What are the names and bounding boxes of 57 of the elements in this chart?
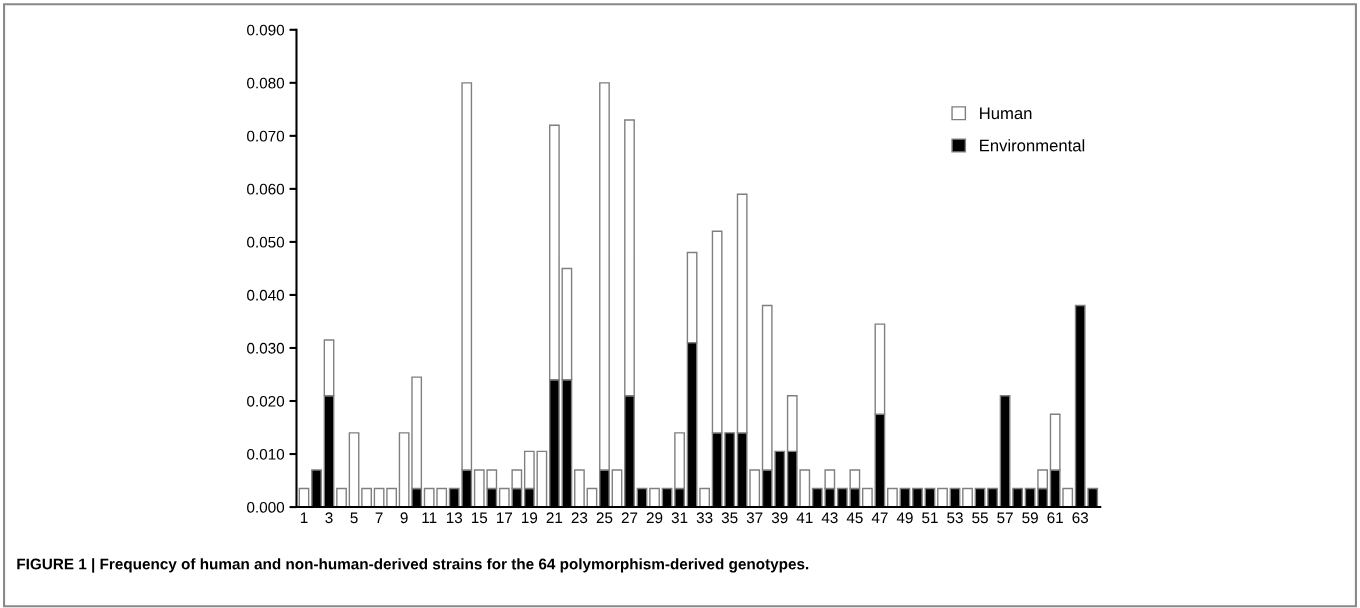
bar bbox=[611, 469, 623, 508]
y-tick-label: 0.020 bbox=[247, 395, 285, 407]
y-tick-label: 0.050 bbox=[247, 236, 285, 248]
y-tick-label: 0.040 bbox=[247, 289, 285, 301]
bar bbox=[962, 487, 973, 508]
x-tick-label: 11 bbox=[422, 512, 437, 523]
y-tick-label: 0.030 bbox=[247, 342, 285, 354]
bar bbox=[887, 487, 898, 508]
x-tick-label: 51 bbox=[922, 512, 938, 524]
caption: FIGURE 1 | Frequency of human and non-human-derived strains for the 64 polymorphism-derived genotypes. bbox=[17, 558, 809, 573]
x-tick-label: 55 bbox=[972, 512, 988, 524]
x-tick-label: 5 bbox=[350, 512, 358, 524]
bar bbox=[386, 487, 398, 508]
bar bbox=[574, 469, 585, 508]
x-tick-label: 53 bbox=[947, 512, 963, 524]
bar bbox=[361, 487, 372, 508]
x-tick-label: 57 bbox=[997, 512, 1013, 524]
x-tick-label: 7 bbox=[375, 512, 383, 523]
bar bbox=[336, 487, 347, 508]
x-tick-label: 9 bbox=[400, 512, 408, 524]
x-tick-label: 13 bbox=[446, 512, 463, 524]
x-tick-label: 61 bbox=[1047, 512, 1063, 524]
bar bbox=[937, 487, 948, 508]
x-tick-label: 3 bbox=[325, 512, 333, 524]
legend-label: Human bbox=[980, 107, 1032, 120]
bar bbox=[861, 487, 873, 508]
x-tick-label: 21 bbox=[546, 512, 563, 523]
x-tick-label: 59 bbox=[1022, 512, 1038, 524]
x-tick-label: 49 bbox=[896, 512, 913, 524]
y-tick-label: 0.010 bbox=[247, 448, 285, 460]
bar bbox=[348, 432, 360, 508]
x-tick-label: 43 bbox=[821, 512, 838, 524]
x-tick-label: 15 bbox=[471, 512, 488, 524]
x-tick-label: 35 bbox=[721, 512, 738, 524]
x-tick-label: 19 bbox=[522, 512, 538, 524]
x-tick-label: 39 bbox=[771, 512, 788, 524]
x-tick-label: 31 bbox=[671, 512, 688, 524]
x-tick-label: 41 bbox=[796, 512, 813, 523]
bar bbox=[649, 487, 660, 508]
x-tick-label: 33 bbox=[696, 512, 713, 524]
x-tick-label: 47 bbox=[871, 512, 888, 523]
x-tick-label: 37 bbox=[746, 512, 763, 524]
x-tick-label: 27 bbox=[621, 512, 638, 523]
y-tick-label: 0.000 bbox=[247, 501, 285, 513]
bar bbox=[699, 487, 711, 508]
x-tick-label: 17 bbox=[496, 512, 513, 523]
x-tick-label: 23 bbox=[571, 512, 588, 524]
legend-label: Environmental bbox=[980, 139, 1085, 152]
x-tick-label: 63 bbox=[1072, 512, 1089, 524]
y-tick-label: 0.070 bbox=[247, 130, 285, 142]
x-tick-label: 45 bbox=[846, 512, 863, 524]
x-tick-label: 29 bbox=[646, 512, 663, 524]
y-tick-label: 0.080 bbox=[247, 77, 285, 89]
x-tick-label: 25 bbox=[596, 512, 613, 524]
y-tick-label: 0.090 bbox=[247, 24, 285, 36]
y-tick-label: 0.060 bbox=[247, 183, 285, 195]
x-tick-label: 1 bbox=[300, 512, 308, 523]
